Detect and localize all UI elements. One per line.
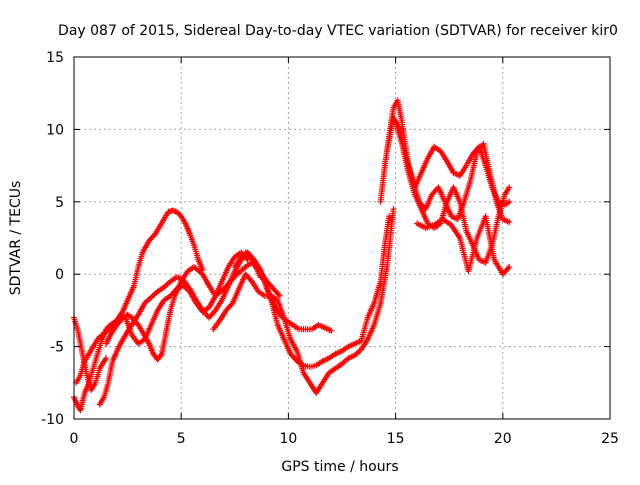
series-arc-j	[384, 114, 513, 226]
y-tick-labels: -10 -5 0 5 10 15	[41, 50, 64, 428]
x-tick-label: 25	[601, 431, 619, 447]
x-tick-label: 10	[279, 431, 297, 447]
data-point	[386, 213, 393, 220]
x-axis-label: GPS time / hours	[281, 459, 398, 475]
series-arc-l	[414, 213, 513, 278]
data-point	[328, 327, 335, 334]
x-tick-label: 20	[494, 431, 512, 447]
data-points	[71, 97, 513, 414]
series-arc-k	[392, 119, 513, 266]
series-arc-a	[71, 207, 206, 414]
data-point	[506, 198, 513, 205]
y-tick-label: 10	[46, 122, 64, 138]
data-point	[103, 355, 110, 362]
y-tick-label: -10	[41, 412, 64, 428]
y-tick-label: 5	[55, 195, 64, 211]
y-tick-label: 15	[46, 50, 64, 66]
x-tick-label: 5	[177, 431, 186, 447]
chart-title: Day 087 of 2015, Sidereal Day-to-day VTE…	[58, 23, 618, 39]
plot-frame	[73, 56, 611, 420]
x-tick-label: 15	[387, 431, 405, 447]
data-point	[506, 184, 513, 191]
data-point	[173, 208, 180, 215]
data-point	[506, 263, 513, 270]
data-point	[276, 292, 283, 299]
y-axis-label: SDTVAR / TECUs	[8, 181, 24, 296]
x-tick-label: 0	[70, 431, 79, 447]
series-arc-b	[103, 259, 283, 363]
x-tick-labels: 0 5 10 15 20 25	[70, 431, 619, 447]
series-arc-h	[242, 213, 393, 370]
axis-ticks	[73, 56, 611, 420]
y-tick-label: -5	[50, 340, 64, 356]
y-tick-label: 0	[55, 267, 64, 283]
data-point	[506, 219, 513, 226]
data-point	[390, 206, 397, 213]
